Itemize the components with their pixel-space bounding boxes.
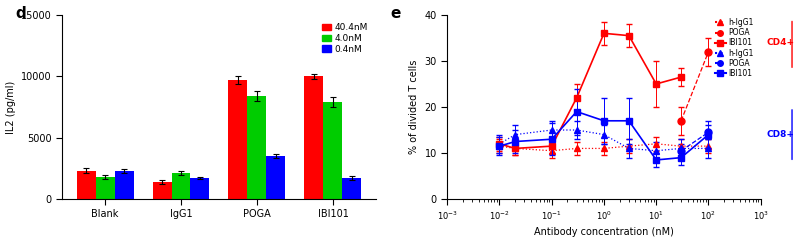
Legend: h-IgG1, POGA, IBI101, h-IgG1, POGA, IBI101: h-IgG1, POGA, IBI101, h-IgG1, POGA, IBI1… xyxy=(712,15,757,81)
Text: CD4+: CD4+ xyxy=(767,38,795,47)
Bar xyxy=(305,76,323,199)
Bar xyxy=(342,178,362,199)
Bar xyxy=(190,178,210,199)
Text: CD8+: CD8+ xyxy=(767,130,795,139)
X-axis label: Antibody concentration (nM): Antibody concentration (nM) xyxy=(534,227,674,237)
Text: d: d xyxy=(15,6,26,21)
Bar xyxy=(153,182,171,199)
Text: e: e xyxy=(391,6,402,21)
Bar xyxy=(77,171,95,199)
Bar xyxy=(95,177,114,199)
Bar xyxy=(114,171,134,199)
Bar xyxy=(323,102,342,199)
Bar xyxy=(229,80,247,199)
Legend: 40.4nM, 4.0nM, 0.4nM: 40.4nM, 4.0nM, 0.4nM xyxy=(318,19,371,57)
Bar xyxy=(266,156,286,199)
Bar xyxy=(247,96,266,199)
Bar xyxy=(171,173,190,199)
Y-axis label: % of divided T cells: % of divided T cells xyxy=(409,60,419,154)
Y-axis label: IL2 (pg/ml): IL2 (pg/ml) xyxy=(6,80,15,134)
